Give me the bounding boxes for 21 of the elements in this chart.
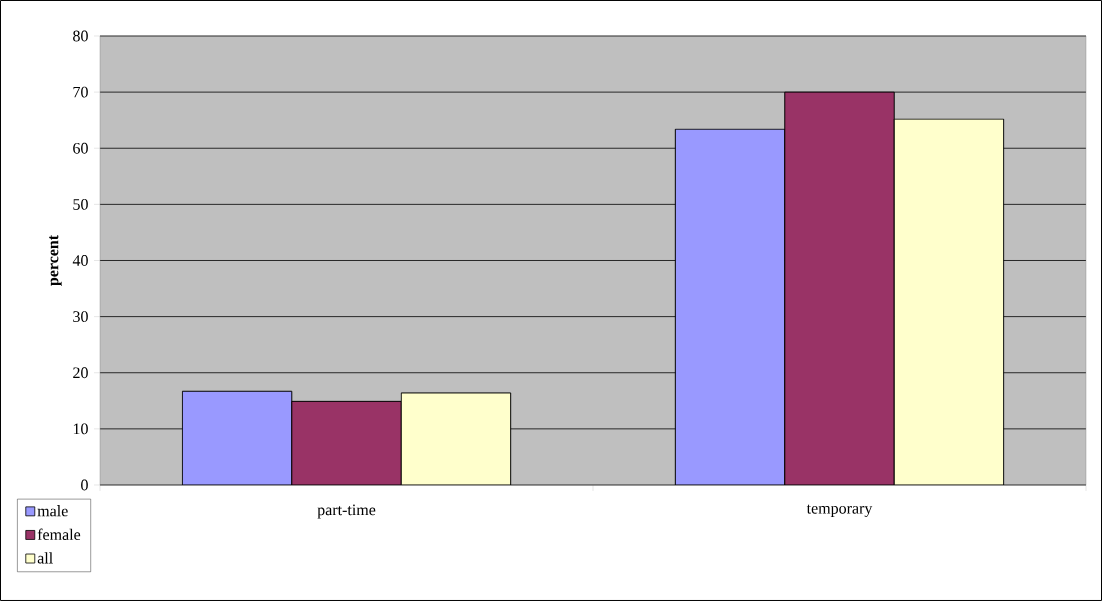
y-tick-label: 10 [73, 423, 88, 435]
bar [291, 400, 402, 485]
legend-label: male [37, 505, 68, 517]
y-tick-label: 20 [73, 367, 88, 379]
bar [674, 128, 786, 485]
y-tick-label: 50 [73, 198, 88, 210]
y-tick-label: 0 [81, 479, 88, 491]
y-axis-title: percent [49, 234, 62, 286]
y-tick-label: 80 [73, 30, 88, 42]
x-tick-label: temporary [806, 504, 873, 517]
bar [784, 91, 895, 485]
legend-label: female [37, 528, 81, 541]
y-tick-label: 40 [72, 255, 88, 266]
legend-label: all [37, 552, 53, 564]
bar [181, 390, 293, 485]
bar [893, 118, 1005, 485]
y-tick-label: 60 [73, 142, 88, 154]
x-tick-label: part-time [317, 504, 376, 519]
y-tick-label: 30 [73, 311, 88, 323]
y-tick-label: 70 [73, 86, 88, 98]
bar [400, 392, 512, 485]
